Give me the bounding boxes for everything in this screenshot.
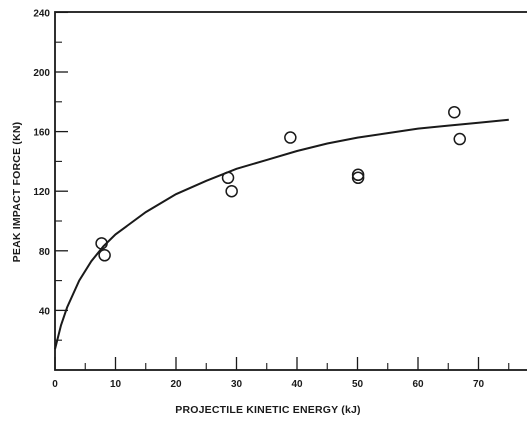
x-tick-label: 40: [291, 379, 303, 390]
y-axis: 40 80 120 160 200 240: [33, 8, 68, 341]
x-tick-label: 70: [473, 379, 485, 390]
data-point: [95, 237, 108, 250]
x-tick-label: 20: [170, 379, 182, 390]
data-point: [351, 168, 365, 182]
x-tick-label: 50: [352, 379, 364, 390]
fit-curve: [54, 118, 509, 350]
y-axis-title: PEAK IMPACT FORCE (KN): [11, 122, 23, 263]
y-tick-label: 120: [33, 187, 50, 198]
y-tick-label: 40: [39, 306, 51, 317]
x-tick-label: 10: [110, 379, 122, 390]
data-points: [95, 105, 466, 262]
data-point: [453, 132, 466, 146]
data-point: [225, 184, 238, 198]
x-axis-title: PROJECTILE KINETIC ENERGY (kJ): [175, 404, 361, 416]
data-point: [284, 131, 297, 144]
data-point: [221, 171, 235, 185]
data-point: [448, 105, 461, 119]
plot-frame: [54, 11, 527, 371]
x-tick-label: 0: [52, 379, 58, 390]
data-point: [98, 249, 111, 262]
y-tick-label: 80: [39, 247, 51, 258]
x-tick-label: 60: [412, 379, 424, 390]
y-tick-label: 160: [33, 128, 50, 139]
y-tick-label: 200: [33, 68, 50, 79]
x-axis: 01020304050607080: [52, 357, 510, 390]
x-tick-label: 30: [231, 379, 243, 390]
y-tick-label: 240: [33, 8, 50, 19]
data-point: [351, 171, 365, 185]
